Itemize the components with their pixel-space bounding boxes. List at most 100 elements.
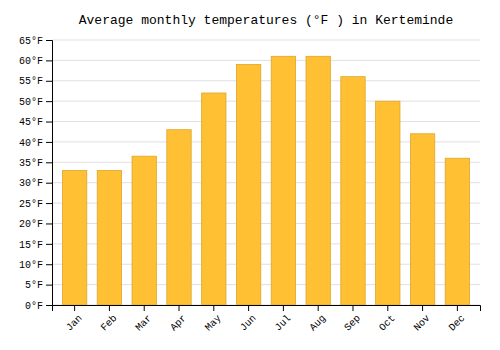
x-tick: Jan <box>64 305 85 333</box>
y-tick: 55°F <box>19 76 52 87</box>
y-tick-label: 50°F <box>19 97 43 108</box>
y-tick: 5°F <box>25 280 52 291</box>
y-tick-label: 25°F <box>19 199 43 210</box>
y-tick-mark <box>46 183 52 184</box>
x-tick-label: Nov <box>412 313 433 334</box>
x-tick: Dec <box>447 305 468 333</box>
y-tick-mark <box>46 264 52 265</box>
y-axis: 0°F 5°F 10°F 15°F 20°F 25°F 30°F 35°F 40°F 45°F 50… <box>19 36 53 312</box>
y-tick-mark <box>46 244 52 245</box>
x-tick-label: Aug <box>308 313 329 334</box>
y-tick-label: 35°F <box>19 158 43 169</box>
y-tick-mark <box>46 40 52 41</box>
y-tick-mark <box>46 162 52 163</box>
x-tick-mark <box>283 305 284 311</box>
y-tick-label: 65°F <box>19 36 43 47</box>
y-tick-mark <box>46 60 52 61</box>
y-tick-mark <box>46 285 52 286</box>
x-tick-mark <box>422 305 423 311</box>
bar <box>306 56 330 305</box>
y-tick: 10°F <box>19 260 52 271</box>
x-tick-mark <box>74 305 75 311</box>
y-tick: 25°F <box>19 199 52 210</box>
x-tick: Apr <box>168 305 189 333</box>
grid <box>52 40 480 305</box>
y-tick-mark <box>46 223 52 224</box>
y-tick-label: 40°F <box>19 138 43 149</box>
y-tick-label: 55°F <box>19 76 43 87</box>
x-tick-mark <box>318 305 319 311</box>
y-tick-mark <box>46 305 52 306</box>
bar <box>271 56 295 305</box>
y-tick-label: 15°F <box>19 240 43 251</box>
bar <box>97 170 121 305</box>
y-tick: 65°F <box>19 36 52 47</box>
x-axis: Jan Feb Mar Apr May Jun Jul Aug Sep Oct Nov Dec <box>53 305 481 333</box>
title: Average monthly temperatures (°F ) in Ke… <box>79 13 453 28</box>
x-tick: Oct <box>377 305 398 333</box>
bar <box>167 130 191 305</box>
bar <box>236 64 260 305</box>
x-tick: Feb <box>99 305 120 333</box>
x-tick: Jun <box>238 305 259 333</box>
y-tick-label: 45°F <box>19 117 43 128</box>
bar <box>410 134 434 305</box>
x-tick-mark <box>457 305 458 311</box>
x-tick: May <box>203 305 224 333</box>
y-tick-mark <box>46 122 52 123</box>
y-tick: 35°F <box>19 158 52 169</box>
grid-line <box>52 101 480 102</box>
y-tick: 60°F <box>19 56 52 67</box>
x-tick-label: Apr <box>168 313 189 334</box>
y-tick-mark <box>46 101 52 102</box>
y-tick-mark <box>46 81 52 82</box>
x-tick-mark <box>248 305 249 311</box>
grid-line <box>52 60 480 61</box>
chart: 0°F 5°F 10°F 15°F 20°F 25°F 30°F 35°F 40°F 45°F 50… <box>0 0 500 350</box>
bar <box>132 156 156 305</box>
grid-line <box>52 80 480 81</box>
x-tick-label: Jun <box>238 313 259 334</box>
y-tick-label: 30°F <box>19 178 43 189</box>
y-tick: 30°F <box>19 178 52 189</box>
x-tick-mark <box>213 305 214 311</box>
y-tick: 45°F <box>19 117 52 128</box>
y-tick: 40°F <box>19 138 52 149</box>
x-tick-label: May <box>203 313 224 334</box>
bar <box>62 170 86 305</box>
y-tick-label: 5°F <box>25 280 43 291</box>
x-tick: Sep <box>342 305 363 333</box>
y-tick-label: 10°F <box>19 260 43 271</box>
x-tick: Jul <box>273 305 294 333</box>
y-tick: 0°F <box>25 301 52 312</box>
x-tick: Mar <box>134 305 155 333</box>
y-tick-label: 20°F <box>19 219 43 230</box>
y-tick-label: 60°F <box>19 56 43 67</box>
y-tick: 50°F <box>19 97 52 108</box>
y-axis-line <box>46 41 53 306</box>
x-tick: Nov <box>412 305 433 333</box>
x-tick-mark <box>144 305 145 311</box>
x-tick: Aug <box>308 305 329 333</box>
bar <box>202 93 226 305</box>
bar <box>376 101 400 305</box>
y-tick: 20°F <box>19 219 52 230</box>
x-axis-line <box>53 306 481 312</box>
x-tick-mark <box>387 305 388 311</box>
x-tick-mark <box>179 305 180 311</box>
x-tick-mark <box>109 305 110 311</box>
x-tick-label: Feb <box>99 313 120 334</box>
x-tick-label: Mar <box>134 313 155 334</box>
bars <box>62 56 469 305</box>
y-tick-label: 0°F <box>25 301 43 312</box>
x-tick-label: Oct <box>377 313 398 334</box>
x-tick-label: Jan <box>64 313 85 334</box>
y-tick: 15°F <box>19 240 52 251</box>
plot: 0°F 5°F 10°F 15°F 20°F 25°F 30°F 35°F 40°F 45°F 50… <box>19 36 481 334</box>
x-tick-label: Sep <box>342 313 363 334</box>
bar <box>445 158 469 305</box>
x-tick-label: Jul <box>273 313 294 334</box>
y-tick-mark <box>46 142 52 143</box>
bar <box>341 77 365 305</box>
x-tick-label: Dec <box>447 313 468 334</box>
